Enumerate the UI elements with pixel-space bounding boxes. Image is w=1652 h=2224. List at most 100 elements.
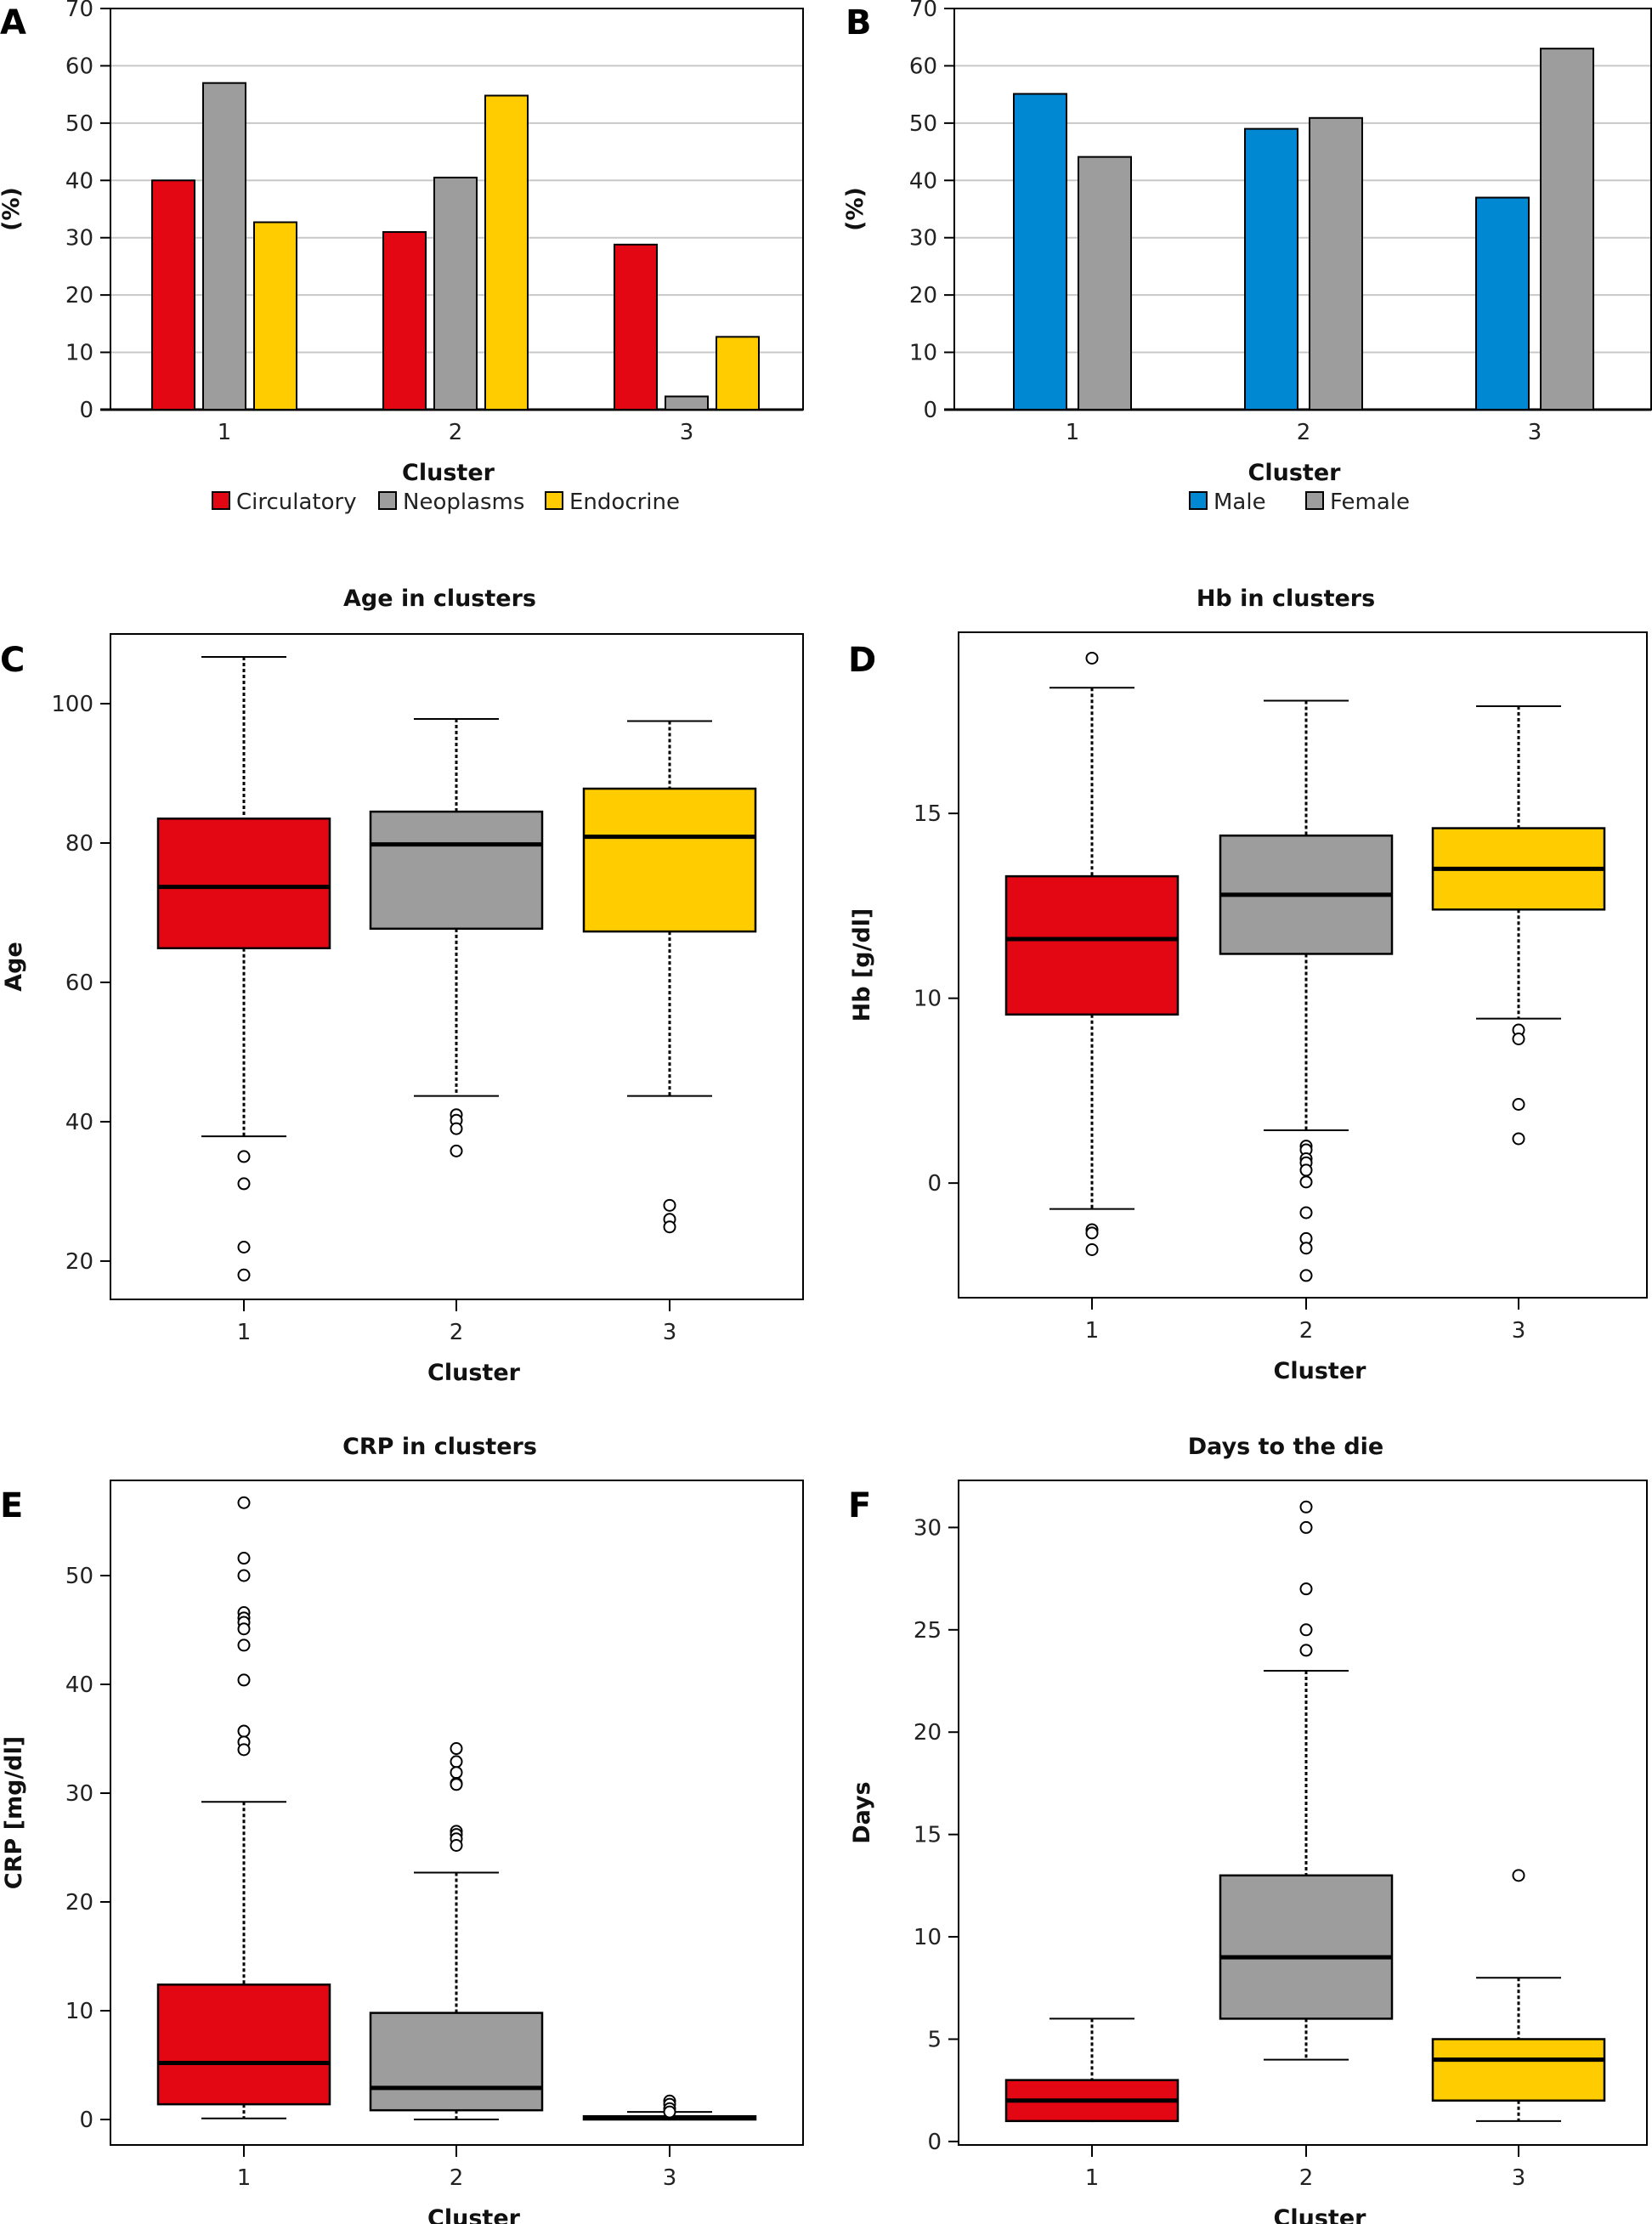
- outlier-point: [1085, 651, 1099, 665]
- plot-frame: [958, 1480, 1648, 2146]
- outlier-point: [450, 1755, 463, 1768]
- y-tick-label: 10: [914, 1925, 942, 1950]
- outlier-point: [450, 1778, 463, 1791]
- legend-swatch: [545, 491, 563, 510]
- x-axis-label: Cluster: [1248, 460, 1342, 486]
- outlier-point: [1299, 1582, 1313, 1596]
- outlier-point: [1299, 1206, 1313, 1220]
- y-tick-label: 70: [65, 0, 93, 22]
- x-tick-label: 1: [1085, 1318, 1100, 1344]
- outlier-point: [663, 1198, 676, 1212]
- outlier-point: [450, 1766, 463, 1780]
- x-tick-label: 2: [450, 1320, 464, 1345]
- y-axis-label: (%): [0, 187, 25, 231]
- bar-male: [1244, 127, 1298, 410]
- y-tick-label: 10: [909, 341, 937, 366]
- legend-item-circulatory: Circulatory: [212, 490, 357, 515]
- bar-female: [1078, 156, 1132, 410]
- box-cluster-1: [156, 656, 331, 1282]
- outlier-point: [1085, 1242, 1099, 1256]
- x-tick-label: 1: [218, 420, 232, 445]
- outlier-point: [237, 1743, 251, 1757]
- legend-label: Circulatory: [236, 490, 357, 515]
- panel-letter: C: [0, 641, 25, 680]
- y-tick-label: 60: [65, 971, 93, 996]
- box-cluster-1: [1004, 2017, 1180, 2123]
- legend-item-endocrine: Endocrine: [545, 490, 680, 515]
- panel-letter: B: [846, 3, 872, 42]
- outlier-point: [1299, 1163, 1313, 1177]
- y-tick-label: 20: [65, 1890, 93, 1916]
- box-iqr: [369, 2012, 544, 2112]
- box-cluster-3: [582, 720, 757, 1234]
- outlier-point: [450, 1122, 463, 1135]
- bar-circulatory: [382, 230, 427, 410]
- box-cluster-2: [369, 718, 544, 1157]
- outlier-point: [237, 1724, 251, 1738]
- outlier-point: [663, 2105, 676, 2119]
- y-tick-label: 70: [909, 0, 937, 22]
- box-cluster-2: [369, 1742, 544, 2121]
- outlier-point: [237, 1496, 251, 1509]
- x-tick-label: 3: [663, 1320, 677, 1345]
- y-tick-label: 15: [914, 801, 942, 827]
- y-axis-label: Hb [g/dl]: [849, 908, 875, 1022]
- legend-label: Endocrine: [569, 490, 680, 515]
- x-tick-label: 2: [1297, 420, 1311, 445]
- chart-title: CRP in clusters: [342, 1434, 537, 1460]
- panel-c: C Age in clusters 20 40 60 80 100 Age 1 2 3 Cluster: [0, 586, 804, 1386]
- bar-neoplasms: [665, 395, 709, 410]
- y-tick-label: 10: [65, 1999, 93, 2024]
- y-tick-label: 0: [923, 398, 937, 423]
- outlier-point: [1299, 1242, 1313, 1255]
- chart-title: Hb in clusters: [1197, 586, 1375, 612]
- outlier-point: [1299, 1175, 1313, 1189]
- y-tick-label: 50: [909, 111, 937, 137]
- bar-endocrine: [716, 336, 760, 411]
- x-axis-label: Cluster: [1274, 1358, 1367, 1384]
- box-iqr: [156, 1983, 331, 2106]
- box-iqr: [1219, 1874, 1394, 2020]
- panel-d: D Hb in clusters 0 10 15 Hb [g/dl] 1 2 3 Cluster: [848, 586, 1648, 1384]
- outlier-point: [237, 1150, 251, 1163]
- box-cluster-1: [156, 1496, 331, 2119]
- panel-letter: F: [848, 1486, 871, 1525]
- legend-swatch: [212, 491, 230, 510]
- outlier-point: [450, 1838, 463, 1852]
- y-tick-label: 30: [65, 226, 93, 252]
- y-tick-label: 20: [914, 1720, 942, 1746]
- outlier-point: [1512, 1097, 1525, 1111]
- outlier-point: [1299, 1269, 1313, 1282]
- chart-title: Age in clusters: [343, 586, 536, 612]
- x-tick-label: 1: [237, 1320, 252, 1345]
- box-cluster-3: [582, 2094, 757, 2121]
- box-cluster-3: [1431, 1869, 1606, 2122]
- box-cluster-2: [1219, 1500, 1394, 2061]
- bar-neoplasms: [433, 176, 478, 411]
- bar-circulatory: [151, 179, 195, 411]
- chart-title: Days to the die: [1188, 1434, 1383, 1460]
- y-tick-label: 80: [65, 831, 93, 857]
- bar-male: [1475, 196, 1530, 410]
- bar-female: [1540, 48, 1594, 410]
- x-tick-label: 1: [1085, 2165, 1100, 2191]
- outlier-point: [450, 1742, 463, 1756]
- y-tick-label: 60: [65, 54, 93, 79]
- outlier-point: [237, 1622, 251, 1636]
- y-tick-label: 100: [51, 692, 93, 717]
- legend-item-neoplasms: Neoplasms: [378, 490, 524, 515]
- panel-letter: E: [0, 1486, 23, 1525]
- y-tick-label: 40: [65, 1672, 93, 1698]
- y-axis-label: Days: [849, 1781, 875, 1843]
- box-iqr: [1431, 2038, 1606, 2102]
- outlier-point: [1299, 1500, 1313, 1514]
- legend-label: Male: [1214, 490, 1266, 515]
- outlier-point: [1299, 1623, 1313, 1637]
- box-cluster-1: [1004, 651, 1180, 1256]
- x-tick-label: 3: [680, 420, 694, 445]
- outlier-point: [1512, 1869, 1525, 1882]
- y-tick-label: 15: [914, 1823, 942, 1848]
- legend-swatch: [1305, 491, 1324, 510]
- outlier-point: [1299, 1644, 1313, 1657]
- x-axis-label: Cluster: [427, 1360, 521, 1386]
